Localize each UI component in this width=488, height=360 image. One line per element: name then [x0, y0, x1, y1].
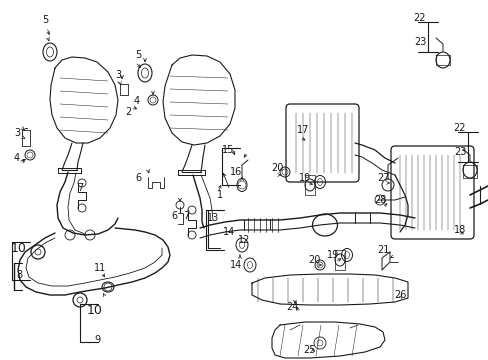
Text: 1: 1 [217, 190, 223, 200]
Text: 18: 18 [453, 225, 465, 235]
Text: 16: 16 [229, 167, 242, 177]
Text: 15: 15 [222, 145, 234, 155]
Text: 5: 5 [42, 15, 48, 25]
Text: 21: 21 [376, 245, 388, 255]
Text: 4: 4 [134, 96, 140, 106]
Text: 20: 20 [307, 255, 320, 265]
Text: 22: 22 [413, 13, 426, 23]
Text: 4: 4 [14, 153, 20, 163]
Text: 12: 12 [237, 235, 250, 245]
Text: 14: 14 [229, 260, 242, 270]
Text: 17: 17 [296, 125, 308, 135]
Text: 7: 7 [183, 211, 189, 221]
Text: 3: 3 [14, 128, 20, 138]
Text: 24: 24 [285, 302, 298, 312]
Text: 14: 14 [223, 227, 235, 237]
Text: 6: 6 [135, 173, 141, 183]
Text: 22: 22 [453, 123, 465, 133]
Text: 11: 11 [94, 263, 106, 273]
Text: 5: 5 [135, 50, 141, 60]
Text: 23: 23 [413, 37, 426, 47]
Text: 10: 10 [11, 242, 27, 255]
Text: 6: 6 [171, 211, 177, 221]
Text: 13: 13 [206, 213, 219, 223]
Text: 27: 27 [376, 173, 388, 183]
Text: 3: 3 [115, 70, 121, 80]
Text: 19: 19 [326, 250, 339, 260]
Text: 19: 19 [298, 173, 310, 183]
Text: 23: 23 [453, 147, 465, 157]
Text: 9: 9 [94, 335, 100, 345]
Text: 20: 20 [270, 163, 283, 173]
Text: 25: 25 [303, 345, 316, 355]
Text: 2: 2 [124, 107, 131, 117]
Text: 26: 26 [393, 290, 406, 300]
Text: 10: 10 [87, 303, 103, 316]
Text: 7: 7 [77, 183, 83, 193]
Text: 28: 28 [373, 195, 386, 205]
Text: 8: 8 [16, 270, 22, 280]
